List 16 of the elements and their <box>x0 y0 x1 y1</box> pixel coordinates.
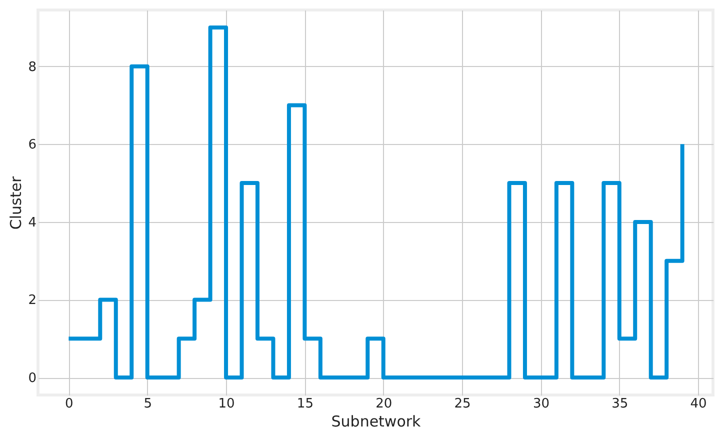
y-tick-label: 6 <box>28 138 36 153</box>
x-tick-label: 35 <box>612 396 628 412</box>
x-tick-label: 5 <box>144 396 152 412</box>
x-tick-label: 10 <box>218 396 235 412</box>
x-tick-label: 25 <box>454 396 471 412</box>
x-tick-label: 40 <box>690 396 707 412</box>
y-tick-label: 0 <box>28 371 36 386</box>
x-tick-label: 15 <box>296 396 314 412</box>
y-axis-title: Cluster <box>7 176 26 230</box>
x-tick-label: 0 <box>65 396 74 412</box>
y-tick-label: 2 <box>28 293 36 308</box>
x-axis-title: Subnetwork <box>331 412 422 430</box>
x-tick-label: 20 <box>376 396 392 412</box>
y-tick-label: 4 <box>28 215 36 230</box>
x-tick-label: 30 <box>532 396 550 412</box>
y-tick-label: 8 <box>28 60 36 75</box>
